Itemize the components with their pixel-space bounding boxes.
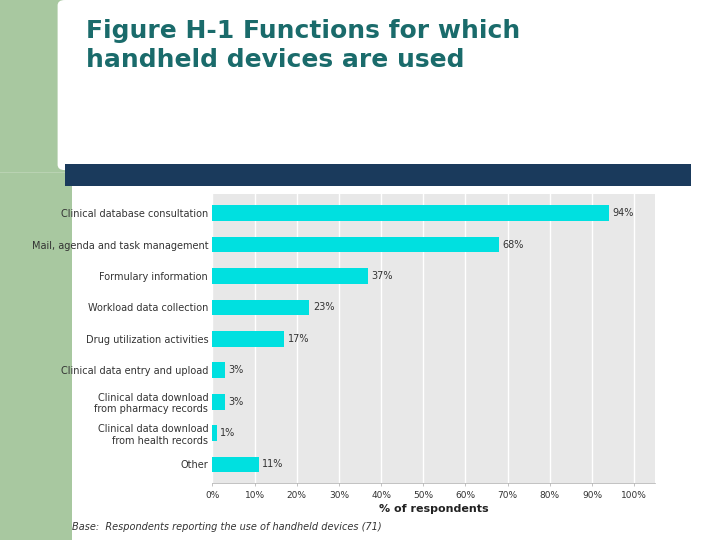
Text: Base:  Respondents reporting the use of handheld devices (71): Base: Respondents reporting the use of h… bbox=[72, 522, 382, 532]
Text: 3%: 3% bbox=[228, 397, 243, 407]
Bar bbox=[212, 331, 284, 347]
Bar bbox=[212, 394, 225, 409]
Text: 17%: 17% bbox=[287, 334, 309, 344]
Bar bbox=[212, 300, 310, 315]
Text: Figure H-1 Functions for which
handheld devices are used: Figure H-1 Functions for which handheld … bbox=[86, 19, 521, 72]
Text: 37%: 37% bbox=[372, 271, 393, 281]
X-axis label: % of respondents: % of respondents bbox=[379, 504, 489, 514]
Bar bbox=[212, 425, 217, 441]
Bar bbox=[212, 237, 499, 253]
Bar bbox=[212, 205, 609, 221]
Bar bbox=[212, 457, 258, 472]
Text: 94%: 94% bbox=[612, 208, 634, 218]
Bar bbox=[212, 362, 225, 378]
Text: 23%: 23% bbox=[312, 302, 334, 313]
Text: 11%: 11% bbox=[262, 460, 284, 469]
Text: 68%: 68% bbox=[503, 240, 524, 249]
Bar bbox=[212, 268, 369, 284]
Text: 1%: 1% bbox=[220, 428, 235, 438]
Text: 3%: 3% bbox=[228, 365, 243, 375]
